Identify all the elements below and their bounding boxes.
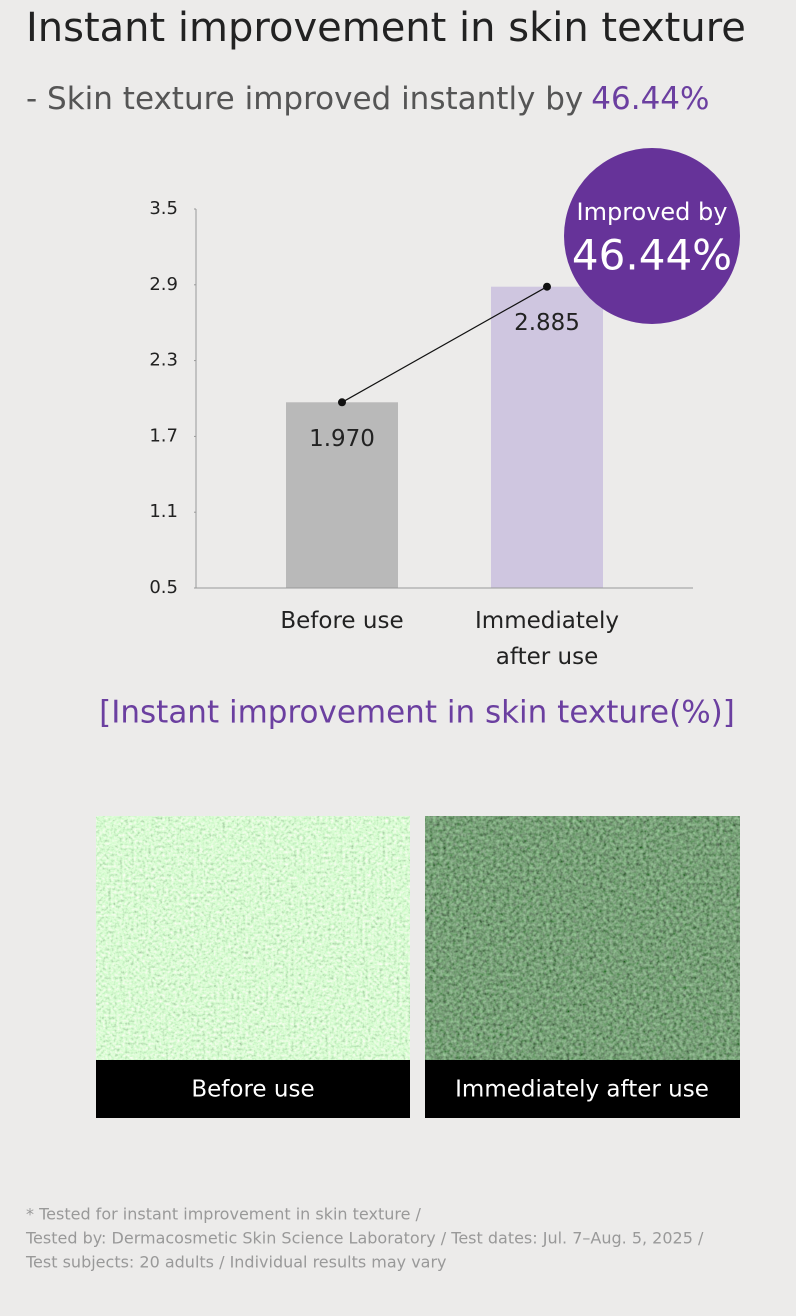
trend-dot bbox=[543, 282, 551, 291]
y-tick-label: 1.7 bbox=[149, 425, 178, 446]
bar-chart: 0.5 1.1 1.7 2.3 2.9 3.5 1.970 2.885 Improved by 4… bbox=[99, 148, 740, 731]
chart-title: [Instant improvement in skin texture(%)] bbox=[99, 695, 735, 731]
title: Instant improvement in skin texture bbox=[26, 5, 746, 51]
footnote: * Tested for instant improvement in skin… bbox=[26, 1205, 422, 1224]
badge-value: 46.44% bbox=[572, 231, 732, 280]
subtitle-text: - Skin texture improved instantly by bbox=[26, 81, 583, 117]
caption-bar bbox=[96, 1060, 410, 1118]
y-tick-label: 2.9 bbox=[149, 274, 178, 295]
x-tick-label: Immediately after use bbox=[475, 608, 619, 670]
y-tick-label: 0.5 bbox=[149, 577, 178, 598]
bar bbox=[491, 286, 603, 588]
subtitle-highlight: 46.44% bbox=[591, 81, 709, 117]
trend-line bbox=[341, 286, 548, 403]
x-tick-label: Before use bbox=[280, 608, 404, 634]
value-label: 1.970 bbox=[309, 426, 375, 452]
value-label: 2.885 bbox=[514, 310, 580, 336]
trend-dot bbox=[338, 398, 346, 407]
y-tick-label: 3.5 bbox=[149, 198, 178, 219]
image-caption: Before use bbox=[191, 1077, 314, 1103]
footnote: Tested by: Dermacosmetic Skin Science La… bbox=[25, 1229, 704, 1248]
texture-image-overlay bbox=[96, 816, 410, 1060]
texture-image-overlay bbox=[425, 816, 740, 1060]
badge-label: Improved by bbox=[577, 198, 728, 226]
badge bbox=[564, 148, 740, 324]
caption-bar bbox=[425, 1060, 740, 1118]
bar bbox=[286, 402, 398, 588]
subtitle: - Skin texture improved instantly by 46.4… bbox=[26, 81, 709, 117]
footnote: Test subjects: 20 adults / Individual re… bbox=[25, 1253, 447, 1272]
image-caption: Immediately after use bbox=[455, 1077, 709, 1103]
y-tick-label: 1.1 bbox=[149, 501, 178, 522]
y-tick-label: 2.3 bbox=[149, 350, 178, 371]
